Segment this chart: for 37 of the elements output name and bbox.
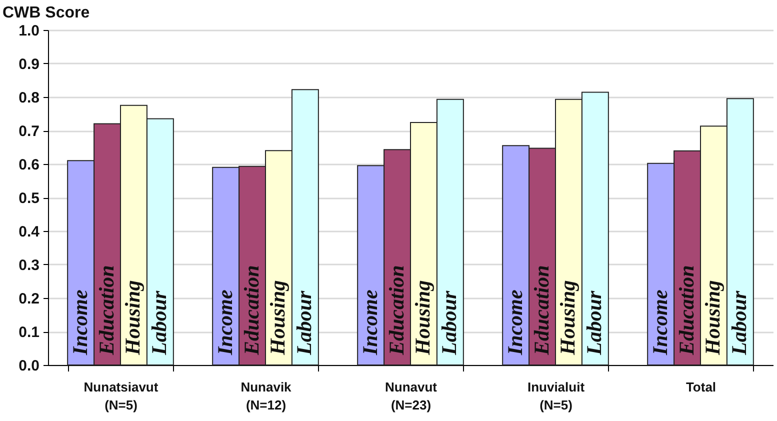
- text: Income: [68, 290, 92, 355]
- series-label: Labour: [437, 290, 462, 356]
- text: Income: [212, 290, 237, 355]
- y-tick-label: 0.4: [18, 224, 40, 240]
- text: Labour: [292, 290, 316, 355]
- text: Income: [502, 290, 527, 355]
- series-label: Education: [384, 265, 408, 356]
- text: Income: [358, 290, 382, 355]
- y-tick-label: 1.0: [18, 22, 40, 40]
- x-tick-label: Inuvialuit (N=5): [527, 380, 586, 412]
- text: Education: [239, 265, 264, 355]
- text: Labour: [147, 290, 172, 355]
- y-tick-label: 0.3: [18, 257, 40, 274]
- text: Education: [674, 265, 698, 355]
- text: Education: [94, 265, 118, 355]
- text: Housing: [410, 280, 435, 355]
- y-tick-label: 0.0: [18, 358, 40, 374]
- y-tick-label: 0.5: [18, 190, 40, 207]
- text: Labour: [727, 290, 752, 355]
- y-tick-label: 0.7: [18, 123, 40, 140]
- text: Housing: [700, 280, 725, 355]
- text: Education: [529, 265, 554, 355]
- text: Labour: [582, 290, 606, 355]
- x-tick-label: Total: [686, 380, 716, 394]
- x-tick-label: Nunavut (N=23): [385, 380, 438, 412]
- series-label: Housing: [120, 280, 145, 356]
- y-tick-label: 0.8: [18, 90, 40, 106]
- y-tick-label: 0.1: [18, 324, 40, 341]
- x-tick-label: Nunavik (N=12): [240, 380, 292, 412]
- series-label: Income: [648, 290, 672, 356]
- y-axis-title: CWB Score: [2, 4, 90, 22]
- y-tick-label: 0.2: [18, 290, 40, 308]
- text: Housing: [556, 280, 580, 355]
- text: Housing: [266, 280, 290, 355]
- y-tick-label: 0.9: [18, 56, 40, 73]
- x-tick-label: Nunatsiavut (N=5): [84, 380, 159, 412]
- y-tick-label: 0.6: [18, 156, 40, 174]
